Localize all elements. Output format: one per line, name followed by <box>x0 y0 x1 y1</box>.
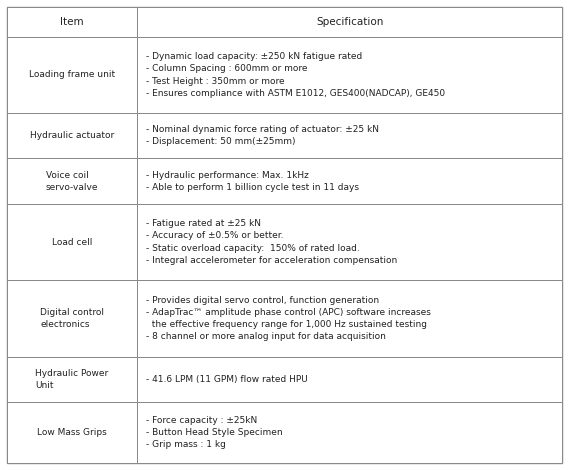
Bar <box>137 37 562 113</box>
Text: Digital control
electronics: Digital control electronics <box>40 308 104 329</box>
Bar <box>7 37 137 113</box>
Bar <box>137 402 562 463</box>
Text: - Hydraulic performance: Max. 1kHz
- Able to perform 1 billion cycle test in 11 : - Hydraulic performance: Max. 1kHz - Abl… <box>146 171 359 192</box>
Bar <box>137 113 562 158</box>
Text: Hydraulic Power
Unit: Hydraulic Power Unit <box>35 369 109 390</box>
Text: - Fatigue rated at ±25 kN
- Accuracy of ±0.5% or better.
- Static overload capac: - Fatigue rated at ±25 kN - Accuracy of … <box>146 219 397 265</box>
Text: - Provides digital servo control, function generation
- AdapTrac™ amplitude phas: - Provides digital servo control, functi… <box>146 296 431 341</box>
Text: Voice coil
servo-valve: Voice coil servo-valve <box>46 171 98 192</box>
Bar <box>7 7 137 37</box>
Text: Hydraulic actuator: Hydraulic actuator <box>30 131 114 141</box>
Text: - 41.6 LPM (11 GPM) flow rated HPU: - 41.6 LPM (11 GPM) flow rated HPU <box>146 375 308 384</box>
Text: Load cell: Load cell <box>52 237 92 247</box>
Text: - Nominal dynamic force rating of actuator: ±25 kN
- Displacement: 50 mm(±25mm): - Nominal dynamic force rating of actuat… <box>146 125 379 147</box>
Text: Loading frame unit: Loading frame unit <box>29 70 115 79</box>
Bar <box>7 402 137 463</box>
Bar <box>7 204 137 280</box>
Text: Item: Item <box>60 17 84 27</box>
Bar <box>137 7 562 37</box>
Bar <box>137 280 562 357</box>
Bar <box>7 280 137 357</box>
Bar <box>137 204 562 280</box>
Text: Specification: Specification <box>316 17 384 27</box>
Bar <box>7 357 137 402</box>
Text: Low Mass Grips: Low Mass Grips <box>37 428 107 437</box>
Bar <box>7 158 137 204</box>
Bar <box>7 113 137 158</box>
Bar <box>137 357 562 402</box>
Text: - Force capacity : ±25kN
- Button Head Style Specimen
- Grip mass : 1 kg: - Force capacity : ±25kN - Button Head S… <box>146 416 282 449</box>
Text: - Dynamic load capacity: ±250 kN fatigue rated
- Column Spacing : 600mm or more
: - Dynamic load capacity: ±250 kN fatigue… <box>146 52 445 98</box>
Bar <box>137 158 562 204</box>
